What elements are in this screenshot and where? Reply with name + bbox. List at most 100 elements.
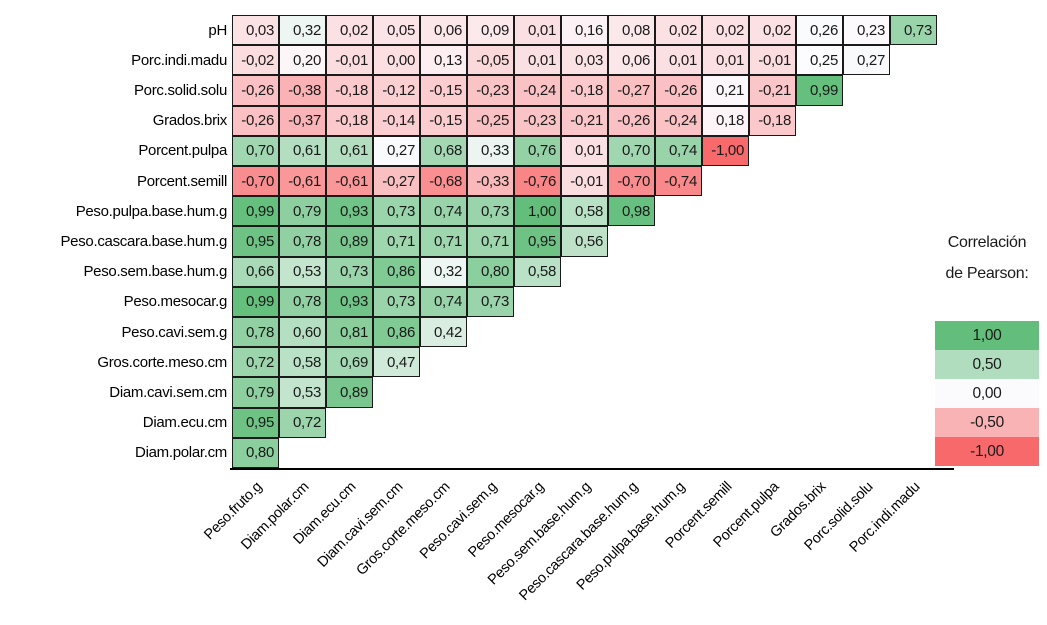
matrix-cell: -0,27 xyxy=(373,166,420,197)
matrix-cell: 0,71 xyxy=(373,226,420,257)
matrix-cell: 0,95 xyxy=(514,226,561,257)
matrix-cell: -0,18 xyxy=(326,105,373,136)
matrix-cell: 0,02 xyxy=(702,15,749,46)
matrix-cell: 0,02 xyxy=(326,15,373,46)
legend: Correlación de Pearson: 1,00 0,50 0,00 -0,5… xyxy=(935,234,1039,466)
matrix-cell: -0,24 xyxy=(514,75,561,106)
matrix-cell: 0,32 xyxy=(279,15,326,46)
matrix-cell: 0,56 xyxy=(561,226,608,257)
matrix-cell: -0,01 xyxy=(749,45,796,76)
matrix-cell: -0,01 xyxy=(561,166,608,197)
matrix-cell: 0,61 xyxy=(326,135,373,166)
matrix-cell: 0,18 xyxy=(702,105,749,136)
matrix-cell: 0,73 xyxy=(890,15,937,46)
matrix-cell: 0,03 xyxy=(561,45,608,76)
matrix-cell: 0,78 xyxy=(232,317,279,348)
matrix-cell: 0,99 xyxy=(232,196,279,227)
matrix-cell: 0,71 xyxy=(467,226,514,257)
matrix-cell: -0,33 xyxy=(467,166,514,197)
matrix-cell: 0,32 xyxy=(420,256,467,287)
row-label: Porcent.semill xyxy=(137,172,227,190)
row-label: Peso.cascara.base.hum.g xyxy=(60,232,227,250)
matrix-cell: -0,05 xyxy=(467,45,514,76)
matrix-cell: 0,68 xyxy=(420,135,467,166)
matrix-cell: -0,18 xyxy=(326,75,373,106)
matrix-cell: 0,58 xyxy=(514,256,561,287)
row-label: Diam.cavi.sem.cm xyxy=(109,383,227,401)
legend-swatch: 1,00 xyxy=(935,321,1039,350)
matrix-cell: -0,23 xyxy=(467,75,514,106)
matrix-cell: -0,70 xyxy=(232,166,279,197)
matrix-cell: 0,71 xyxy=(420,226,467,257)
matrix-cell: -0,61 xyxy=(279,166,326,197)
matrix-cell: 0,80 xyxy=(467,256,514,287)
matrix-cell: -0,21 xyxy=(561,105,608,136)
x-axis-line xyxy=(230,468,954,470)
matrix-cell: -0,27 xyxy=(608,75,655,106)
matrix-cell: 0,98 xyxy=(608,196,655,227)
matrix-cell: 0,01 xyxy=(655,45,702,76)
matrix-cell: 0,26 xyxy=(796,15,843,46)
matrix-cell: 0,74 xyxy=(420,286,467,317)
matrix-cell: -0,68 xyxy=(420,166,467,197)
matrix-cell: 0,99 xyxy=(796,75,843,106)
matrix-cell: -0,38 xyxy=(279,75,326,106)
row-label: Peso.cavi.sem.g xyxy=(121,323,227,341)
matrix-cell: 0,69 xyxy=(326,347,373,378)
matrix-cell: 0,99 xyxy=(232,286,279,317)
matrix-cell: 0,73 xyxy=(373,286,420,317)
matrix-cell: 0,74 xyxy=(420,196,467,227)
matrix-cell: -1,00 xyxy=(702,135,749,166)
matrix-cell: -0,21 xyxy=(749,75,796,106)
matrix-cell: 0,73 xyxy=(467,196,514,227)
matrix-cell: 0,06 xyxy=(420,15,467,46)
matrix-cell: -0,25 xyxy=(467,105,514,136)
matrix-cell: -0,26 xyxy=(655,75,702,106)
matrix-cell: 0,66 xyxy=(232,256,279,287)
matrix-cell: 0,73 xyxy=(326,256,373,287)
matrix-cell: -0,02 xyxy=(232,45,279,76)
matrix-cell: 0,70 xyxy=(232,135,279,166)
matrix-cell: 0,33 xyxy=(467,135,514,166)
matrix-cell: 0,74 xyxy=(655,135,702,166)
matrix-cell: -0,15 xyxy=(420,105,467,136)
matrix-cell: 0,16 xyxy=(561,15,608,46)
matrix-cell: 0,23 xyxy=(843,15,890,46)
matrix-cell: 0,79 xyxy=(232,377,279,408)
matrix-cell: 0,05 xyxy=(373,15,420,46)
matrix-cell: 0,78 xyxy=(279,226,326,257)
row-label: Porcent.pulpa xyxy=(138,142,227,160)
matrix-cell: 0,61 xyxy=(279,135,326,166)
legend-swatch: 0,00 xyxy=(935,379,1039,408)
matrix-cell: -0,26 xyxy=(232,105,279,136)
matrix-cell: 0,06 xyxy=(608,45,655,76)
legend-swatches: 1,00 0,50 0,00 -0,50 -1,00 xyxy=(935,321,1039,466)
matrix-cell: -0,24 xyxy=(655,105,702,136)
matrix-cell: -0,74 xyxy=(655,166,702,197)
matrix-cell: -0,15 xyxy=(420,75,467,106)
row-label: Porc.solid.solu xyxy=(133,81,227,99)
matrix-cell: -0,70 xyxy=(608,166,655,197)
matrix-cell: 0,00 xyxy=(373,45,420,76)
matrix-cell: 0,25 xyxy=(796,45,843,76)
matrix-cell: 0,09 xyxy=(467,15,514,46)
matrix-cell: 0,72 xyxy=(232,347,279,378)
row-label: Diam.ecu.cm xyxy=(142,414,228,432)
matrix-cell: 0,03 xyxy=(232,15,279,46)
matrix-cell: 0,80 xyxy=(232,437,279,468)
matrix-cell: 0,02 xyxy=(749,15,796,46)
legend-swatch: 0,50 xyxy=(935,350,1039,379)
legend-swatch: -1,00 xyxy=(935,437,1039,466)
matrix-cell: 0,20 xyxy=(279,45,326,76)
row-label: Peso.pulpa.base.hum.g xyxy=(75,202,228,220)
row-label: Peso.mesocar.g xyxy=(123,293,228,311)
matrix-cell: 0,58 xyxy=(561,196,608,227)
matrix-cell: 0,95 xyxy=(232,407,279,438)
row-label: pH xyxy=(208,21,227,39)
matrix-cell: 0,01 xyxy=(514,45,561,76)
matrix-cell: 0,42 xyxy=(420,317,467,348)
matrix-cell: -0,61 xyxy=(326,166,373,197)
matrix-cell: 0,01 xyxy=(702,45,749,76)
matrix-cell: -0,18 xyxy=(561,75,608,106)
matrix-cell: 0,93 xyxy=(326,286,373,317)
